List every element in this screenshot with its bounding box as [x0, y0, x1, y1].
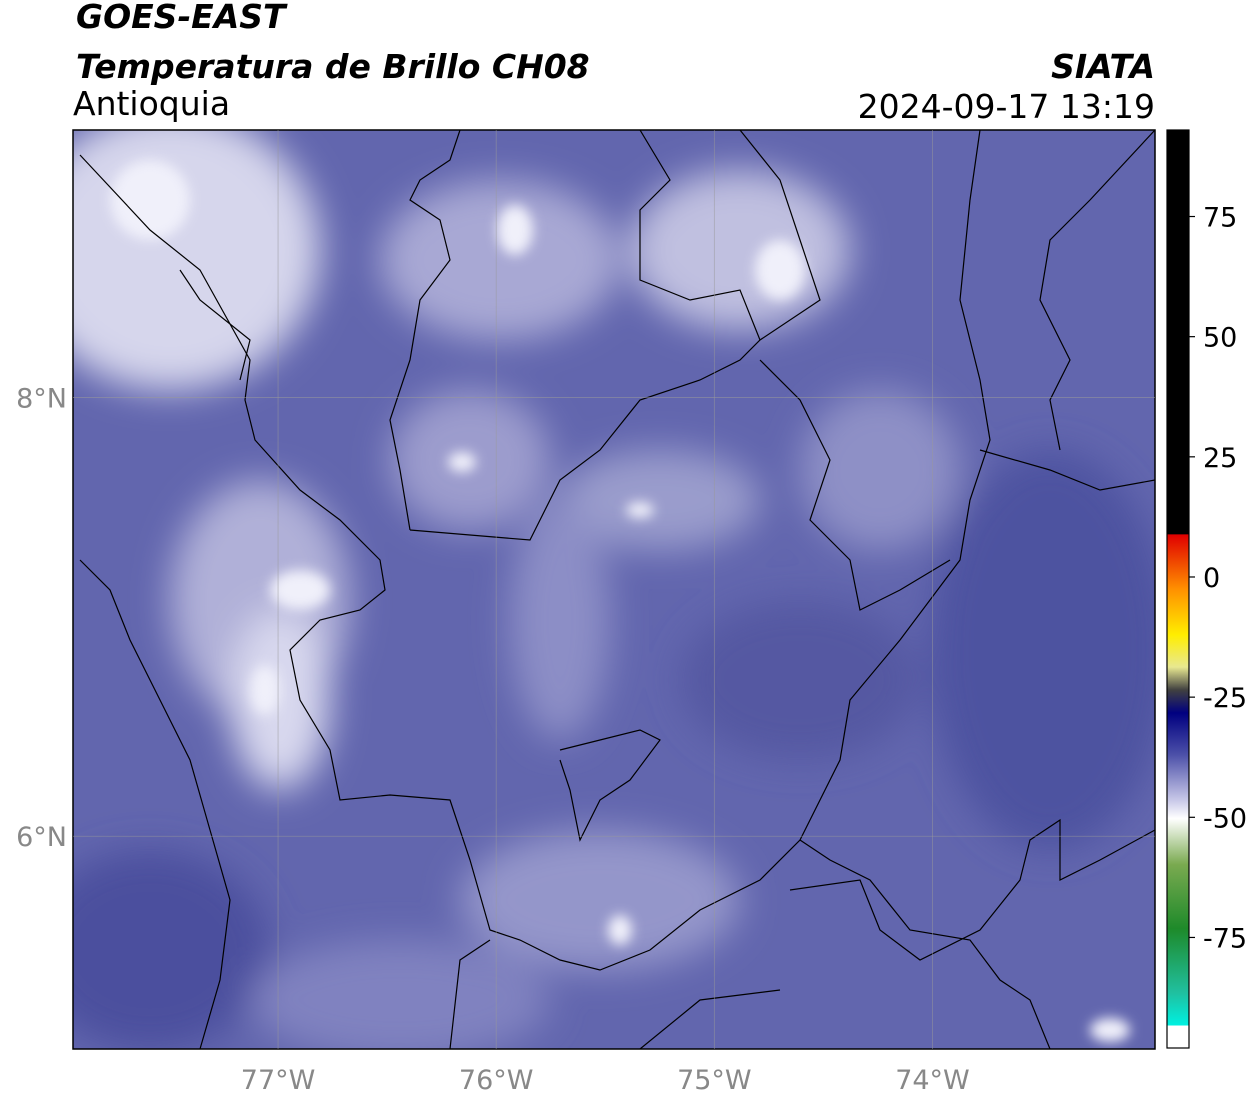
- colorbar-tick-label: 25: [1203, 443, 1237, 474]
- colorbar-tick-label: 50: [1203, 323, 1237, 354]
- subtitle: Temperatura de Brillo CH08: [76, 47, 590, 86]
- x-tick-label: 76°W: [459, 1065, 534, 1096]
- title: GOES-EAST: [76, 0, 288, 36]
- colorbar-tick-label: -25: [1203, 683, 1247, 714]
- x-tick-label: 77°W: [241, 1065, 316, 1096]
- source: SIATA: [1051, 47, 1155, 86]
- y-tick-label: 8°N: [16, 384, 67, 415]
- x-tick-label: 75°W: [677, 1065, 752, 1096]
- map-frame: [72, 129, 1156, 1050]
- y-tick-label: 6°N: [16, 822, 67, 853]
- colorbar-tick-label: -75: [1203, 923, 1247, 954]
- timestamp: 2024-09-17 13:19: [858, 87, 1155, 126]
- colorbar-tick-label: 75: [1203, 203, 1237, 234]
- colorbar-tick-label: 0: [1203, 563, 1220, 594]
- x-tick-label: 74°W: [895, 1065, 970, 1096]
- colorbar-tick-label: -50: [1203, 803, 1247, 834]
- region: Antioquia: [73, 84, 230, 123]
- colorbar: [1166, 129, 1190, 1049]
- satellite-image: [73, 130, 1155, 1049]
